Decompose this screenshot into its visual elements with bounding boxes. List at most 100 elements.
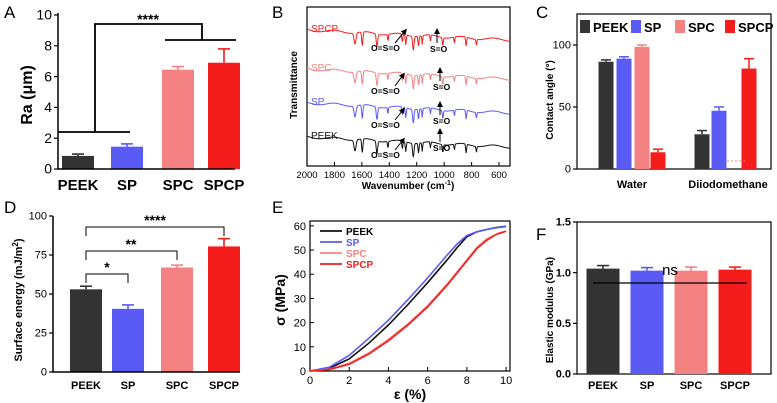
bar — [162, 69, 194, 169]
panel-f-sig-label: ns — [662, 262, 678, 279]
x-tick-label: SP — [117, 177, 137, 194]
y-tick-label: 0 — [44, 161, 52, 177]
panel-d-yticks: 0 25 50 75 100 — [29, 211, 53, 379]
legend-swatch — [725, 20, 735, 33]
y-tick-label: 30 — [294, 293, 306, 305]
series-label: PEEK — [311, 131, 338, 142]
spectrum-line — [306, 28, 510, 51]
spectrum-line — [306, 135, 510, 158]
panel-d-sig-label: **** — [144, 212, 166, 228]
y-tick-label: 60 — [294, 221, 306, 233]
y-tick-label: 100 — [29, 211, 47, 223]
y-tick-label: 50 — [559, 102, 571, 114]
arrow — [394, 107, 405, 121]
bar — [161, 267, 193, 372]
annotation: O=S=O — [371, 43, 400, 53]
y-tick-label: 1.5 — [556, 217, 571, 229]
y-tick-label: 10 — [36, 7, 52, 23]
series-line — [309, 225, 507, 372]
x-tick-label: SPCP — [204, 177, 245, 194]
x-tick-label: PEEK — [71, 380, 101, 392]
legend-label: SPC — [688, 20, 715, 35]
panel-f-label: F — [536, 225, 546, 244]
bar — [208, 62, 240, 169]
x-tick-label: PEEK — [58, 177, 99, 194]
panel-f-bars — [586, 264, 752, 374]
annotation: O=S=O — [371, 150, 400, 160]
panel-c-ylabel: Contact angle (°) — [545, 60, 556, 140]
arrow — [394, 28, 407, 44]
series-label: SP — [311, 97, 325, 108]
x-tick-label: SP — [640, 380, 655, 392]
y-tick-label: 20 — [294, 318, 306, 330]
y-tick-label: 8 — [44, 37, 52, 53]
x-tick-label: SPCP — [720, 380, 750, 392]
legend-label: SP — [644, 20, 662, 35]
panel-b-ylabel: Transmittance — [289, 51, 300, 119]
panel-d: D Surface energy (mJ/m2) 0 25 50 75 100 PEEK… — [4, 198, 240, 392]
bar — [650, 152, 666, 169]
x-tick-label: 2000 — [296, 170, 317, 181]
panel-f-xlabels: PEEK SP SPC SPCP — [588, 380, 750, 392]
panel-e-ylabel: σ (MPa) — [272, 274, 288, 326]
panel-a: A Ra (μm) 0 2 4 6 8 10 PEEK SP SPC SPCP **** — [4, 3, 244, 194]
annotation: S=O — [430, 44, 448, 54]
y-tick-label: 4 — [44, 99, 52, 115]
panel-c-frame — [576, 13, 772, 170]
legend-swatch — [675, 20, 685, 33]
panel-d-xlabels: PEEK SP SPC SPCP — [71, 380, 239, 392]
bar — [634, 46, 650, 169]
panel-a-ylabel: Ra (μm) — [19, 65, 36, 125]
legend-label: PEEK — [593, 20, 629, 35]
bar — [711, 110, 727, 169]
x-tick-label: SP — [121, 380, 136, 392]
legend-label: SPCP — [738, 20, 774, 35]
panel-c-label: C — [536, 3, 548, 22]
bar — [616, 58, 632, 169]
series-label: SPCP — [311, 24, 339, 35]
panel-a-yticks: 0 2 4 6 8 10 — [36, 7, 58, 177]
x-tick-label: 1800 — [324, 170, 345, 181]
legend-label: SPCP — [346, 260, 374, 271]
series-label: SPC — [311, 63, 332, 74]
y-tick-label: 0 — [565, 164, 571, 176]
spectrum-line — [306, 67, 510, 90]
y-tick-label: 2 — [44, 130, 52, 146]
bar — [111, 146, 143, 169]
y-tick-label: 0 — [300, 366, 306, 378]
bar — [586, 268, 620, 374]
bar — [70, 289, 102, 372]
panel-c-yticks: 0 50 100 — [553, 40, 577, 176]
panel-f-yticks: 0.0 0.5 1.0 1.5 — [556, 217, 577, 381]
x-tick-label: 10 — [500, 375, 512, 387]
panel-f-frame — [576, 221, 772, 375]
bar — [718, 269, 752, 374]
panel-f-ylabel: Elastic modulus (GPa) — [545, 257, 556, 363]
panel-c-bars — [598, 44, 757, 169]
x-tick-label: Water — [617, 179, 648, 191]
panel-a-label: A — [4, 3, 16, 22]
x-tick-label: 8 — [464, 375, 470, 387]
panel-a-sig-bracket — [58, 23, 236, 133]
x-tick-label: SPCP — [209, 380, 239, 392]
panel-c: C Contact angle (°) 0 50 100 Water Diiodome… — [536, 3, 774, 191]
y-tick-label: 75 — [35, 250, 47, 262]
arrow — [394, 72, 405, 87]
panel-b-spectra: SPCP SPC SP PEEK — [306, 24, 510, 158]
x-tick-label: 1000 — [434, 170, 455, 181]
panel-f: F Elastic modulus (GPa) 0.0 0.5 1.0 1.5 PEE… — [536, 217, 772, 392]
legend-swatch — [580, 20, 590, 33]
panel-b-arrows — [394, 28, 443, 151]
panel-d-label: D — [4, 198, 16, 217]
spectrum-line — [306, 101, 510, 124]
y-tick-label: 100 — [553, 40, 571, 52]
x-tick-label: 0 — [307, 375, 313, 387]
panel-b-frame — [306, 6, 511, 167]
legend-label: PEEK — [346, 227, 374, 238]
panel-b-xticks: 2000 1800 1600 1400 1200 1000 800 600 — [296, 162, 507, 181]
panel-a-xlabels: PEEK SP SPC SPCP — [58, 177, 245, 194]
y-tick-label: 0.5 — [556, 318, 571, 330]
panel-d-sig-bracket-1 — [85, 273, 129, 283]
